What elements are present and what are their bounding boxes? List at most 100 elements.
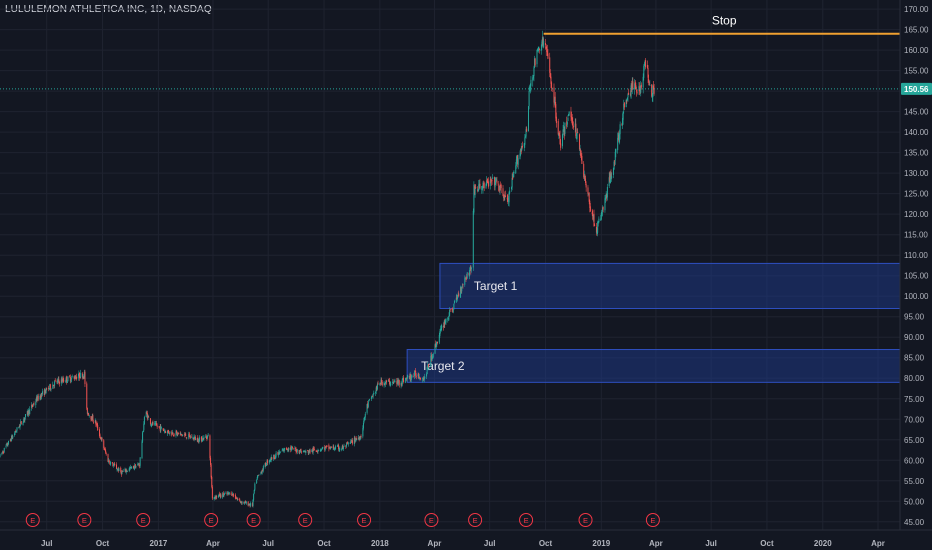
time-axis[interactable]: Jul Oct 2017 Apr Jul Oct 2018 Apr Jul Oct 2019 Apr J… <box>0 529 932 550</box>
candle <box>613 160 615 170</box>
candle <box>3 447 5 454</box>
candle <box>406 375 408 382</box>
candle <box>580 150 582 161</box>
earnings-marker[interactable]: E <box>578 513 593 527</box>
candle <box>520 146 522 155</box>
candle <box>464 277 466 281</box>
earnings-marker[interactable]: E <box>645 513 660 527</box>
candle <box>194 435 196 441</box>
candle <box>69 374 71 384</box>
candle <box>547 49 549 60</box>
candle <box>210 455 212 467</box>
candle <box>132 465 134 469</box>
earnings-marker[interactable]: E <box>136 513 151 527</box>
candle <box>143 421 145 432</box>
target-zones[interactable]: Target 1 Target 2 <box>406 262 901 383</box>
candle <box>265 461 267 467</box>
candle <box>367 400 369 409</box>
stop-line-group[interactable]: Stop <box>543 14 900 35</box>
candle <box>216 495 218 500</box>
candle <box>210 463 212 480</box>
candle <box>341 444 343 451</box>
candle <box>11 435 13 440</box>
candle <box>610 169 612 180</box>
candle <box>330 446 332 448</box>
candle <box>209 434 211 461</box>
candle <box>118 467 120 472</box>
candle <box>185 432 187 437</box>
earnings-marker[interactable]: E <box>424 513 439 527</box>
candle <box>211 475 213 489</box>
candle <box>244 501 246 505</box>
candle <box>592 210 594 221</box>
earnings-marker[interactable]: E <box>519 513 534 527</box>
candle <box>151 423 153 428</box>
candle <box>15 430 17 433</box>
candle <box>332 444 334 451</box>
candle <box>341 447 343 452</box>
candle <box>270 454 272 463</box>
candle <box>48 385 50 392</box>
earnings-marker[interactable]: E <box>468 513 483 527</box>
candle <box>621 122 623 126</box>
candle <box>435 341 437 349</box>
candle <box>215 494 217 500</box>
earnings-marker[interactable]: E <box>25 513 40 527</box>
earnings-marker[interactable]: E <box>357 513 372 527</box>
candle <box>116 467 118 472</box>
candle <box>109 461 111 465</box>
candle <box>626 99 628 105</box>
earnings-marker[interactable]: E <box>204 513 219 527</box>
candle <box>32 405 34 407</box>
candle <box>473 184 475 196</box>
candle <box>283 449 285 452</box>
candle <box>627 92 629 102</box>
price-axis[interactable]: 45.00 50.00 55.00 60.00 65.00 70.00 75.00 80.00… <box>899 0 932 550</box>
candle <box>360 434 362 439</box>
target-zone-2[interactable]: Target 2 <box>406 349 901 383</box>
candle <box>448 312 450 321</box>
candle <box>342 446 344 452</box>
candle <box>96 421 98 428</box>
time-tick-label: Oct <box>539 539 553 548</box>
zone-rect[interactable] <box>406 349 901 383</box>
candle <box>28 408 30 418</box>
candle <box>251 502 253 507</box>
candle <box>207 432 209 437</box>
candle <box>362 425 364 439</box>
earnings-marker[interactable]: E <box>77 513 92 527</box>
candle <box>434 343 436 355</box>
candle <box>260 471 262 476</box>
candle <box>35 394 37 403</box>
candle <box>554 92 556 108</box>
candle <box>580 148 582 158</box>
candle <box>464 275 466 287</box>
candle <box>477 186 479 193</box>
candle <box>498 185 500 193</box>
candle <box>233 492 235 498</box>
candle <box>560 138 562 151</box>
candle <box>609 170 611 184</box>
time-axis-bg <box>0 530 932 550</box>
candle <box>502 185 504 197</box>
candle <box>24 417 26 423</box>
candle <box>262 468 264 472</box>
candle <box>117 466 119 473</box>
candle <box>339 446 341 452</box>
candle <box>511 186 513 192</box>
candle <box>218 493 220 497</box>
candle <box>234 493 236 500</box>
candle <box>558 131 560 139</box>
candle <box>74 375 76 381</box>
candle <box>401 382 403 387</box>
candle <box>7 442 9 448</box>
candle <box>145 410 147 418</box>
candle <box>11 434 13 442</box>
candle <box>386 379 388 385</box>
earnings-marker[interactable]: E <box>298 513 313 527</box>
target-zone-1[interactable]: Target 1 <box>439 262 901 310</box>
earnings-marker[interactable]: E <box>246 513 261 527</box>
candle <box>375 390 377 396</box>
